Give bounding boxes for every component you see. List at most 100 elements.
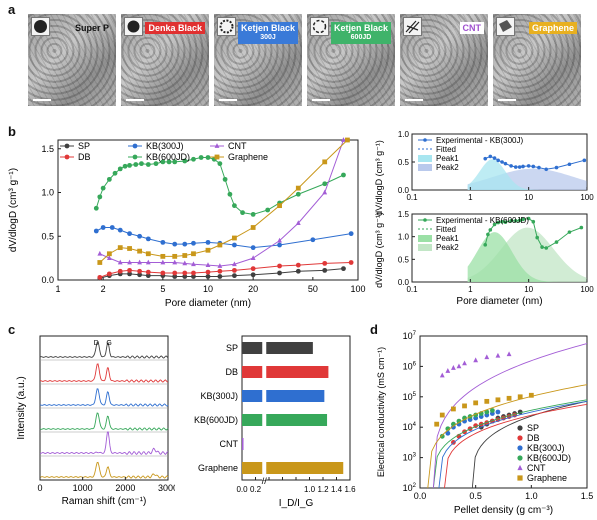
- data-point-SP: [145, 273, 151, 279]
- experimental-point: [503, 161, 508, 166]
- fit-curve-SP: [471, 400, 588, 489]
- experimental-point: [509, 219, 513, 223]
- experimental-point: [526, 216, 531, 221]
- tem-label-sub: 300J: [260, 34, 276, 41]
- legend-label: Peak2: [436, 163, 459, 172]
- legend-label: Peak1: [436, 234, 459, 243]
- x-axis-label: Pore diameter (nm): [165, 298, 251, 309]
- chart-pore-distribution: 1 2 5 10 20 50 100 0.0 0.5 1.0 1.5 Pore diameter (n…: [8, 137, 366, 309]
- data-point-KB600: [117, 166, 123, 172]
- g-band-label: G: [106, 340, 111, 347]
- data-point-Graphene: [528, 392, 534, 398]
- y-tick-label: 0.5: [41, 231, 54, 241]
- data-point-Graphene: [345, 137, 350, 143]
- data-point-KB600: [445, 426, 451, 432]
- data-point-KB300: [191, 240, 196, 246]
- legend-label: Graphene: [228, 152, 268, 162]
- experimental-point: [496, 158, 500, 163]
- category-label: DB: [225, 367, 238, 377]
- bar-SP: [242, 342, 313, 354]
- data-point-KB600: [139, 161, 144, 167]
- data-point-Graphene: [172, 253, 178, 259]
- x-tick-label: 10: [524, 193, 533, 202]
- data-point-Graphene: [182, 253, 188, 258]
- experimental-point: [483, 156, 488, 161]
- category-label: CNT: [220, 439, 239, 449]
- x-tick-label: 1.0: [304, 485, 316, 494]
- series-line-KB600: [95, 157, 344, 215]
- legend-label: SP: [78, 141, 90, 151]
- y-tick-label: 106: [403, 361, 417, 371]
- tem-label: Graphene: [528, 22, 577, 34]
- chart-raman: DG 0 1000 2000 3000 Raman shift (cm⁻¹) Intensi…: [16, 335, 175, 507]
- data-point-CNT: [117, 259, 123, 265]
- legend-label: KB(300J): [146, 141, 184, 151]
- panel-label-c: c: [8, 322, 16, 337]
- raman-spectrum-Graphene: [39, 461, 169, 479]
- data-point-KB300: [205, 239, 211, 245]
- particle-sketch-icon: [31, 17, 50, 36]
- data-point-Graphene: [295, 185, 301, 191]
- x-axis-label: Pore diameter (nm): [456, 296, 542, 307]
- data-point-CNT: [341, 137, 346, 142]
- experimental-point: [540, 245, 544, 249]
- data-point-SP: [232, 273, 237, 279]
- x-tick-label: 20: [248, 284, 258, 294]
- data-point-Graphene: [473, 400, 479, 406]
- data-point-CNT: [456, 363, 462, 369]
- data-point-Graphene: [451, 406, 456, 412]
- legend-marker-KB600: [132, 154, 138, 160]
- experimental-point: [517, 165, 522, 169]
- data-point-SP: [205, 274, 211, 279]
- panel-label-d: d: [370, 322, 378, 337]
- data-point-KB600: [160, 159, 166, 165]
- x-tick-label: 1000: [73, 483, 93, 493]
- x-tick-label: 1.2: [317, 485, 329, 494]
- experimental-point: [544, 246, 549, 250]
- data-point-CNT: [172, 259, 178, 265]
- y-tick-label: 1.0: [398, 233, 410, 242]
- raman-spectrum-KB600: [39, 412, 169, 431]
- data-point-Graphene: [127, 246, 132, 251]
- experimental-point: [567, 230, 572, 234]
- tem-image-cnt: CNT: [400, 14, 488, 106]
- hollow-particle-icon: [310, 17, 329, 36]
- data-point-DB: [348, 260, 354, 265]
- chart-id-ig-ratio: SP DB KB(300J) KB(600JD) CNT Graphene // 0.0 0.2…: [194, 335, 356, 509]
- experimental-point: [483, 243, 488, 247]
- experimental-point: [503, 220, 508, 224]
- data-point-KB600: [112, 170, 118, 176]
- data-point-Graphene: [137, 248, 143, 254]
- data-point-KB300: [145, 236, 151, 242]
- tem-image-graphene: Graphene: [493, 14, 581, 106]
- data-point-KB600: [153, 161, 159, 167]
- data-point-Graphene: [97, 260, 103, 265]
- data-point-KB600: [232, 203, 237, 209]
- sheet-sketch-icon: [496, 17, 515, 36]
- data-point-KB600: [145, 162, 151, 167]
- x-tick-label: 2: [101, 284, 106, 294]
- data-point-Graphene: [205, 247, 211, 253]
- data-point-Graphene: [145, 251, 151, 257]
- legend-label: CNT: [228, 141, 247, 151]
- fit-curve-Graphene: [427, 384, 588, 489]
- data-point-KB600: [240, 210, 245, 216]
- data-point-DB: [217, 268, 223, 274]
- tem-label: Denka Black: [145, 22, 205, 34]
- tem-label: Ketjen Black 300J: [237, 22, 298, 44]
- legend-swatch: [418, 235, 432, 242]
- experimental-point: [526, 164, 531, 168]
- tem-label-name: Ketjen Black: [240, 23, 295, 33]
- data-point-SP: [217, 274, 223, 279]
- data-point-Graphene: [232, 235, 237, 241]
- experimental-point: [500, 160, 504, 164]
- legend-marker: [423, 218, 427, 222]
- experimental-point: [537, 165, 541, 170]
- raman-spectrum-CNT: [39, 431, 169, 455]
- x-tick-label: 1.4: [331, 485, 343, 494]
- data-point-KB300: [127, 231, 132, 237]
- legend-label: DB: [78, 152, 91, 162]
- series-line-CNT: [99, 139, 344, 267]
- data-point-KB600: [182, 158, 188, 164]
- data-point-SP: [341, 266, 346, 272]
